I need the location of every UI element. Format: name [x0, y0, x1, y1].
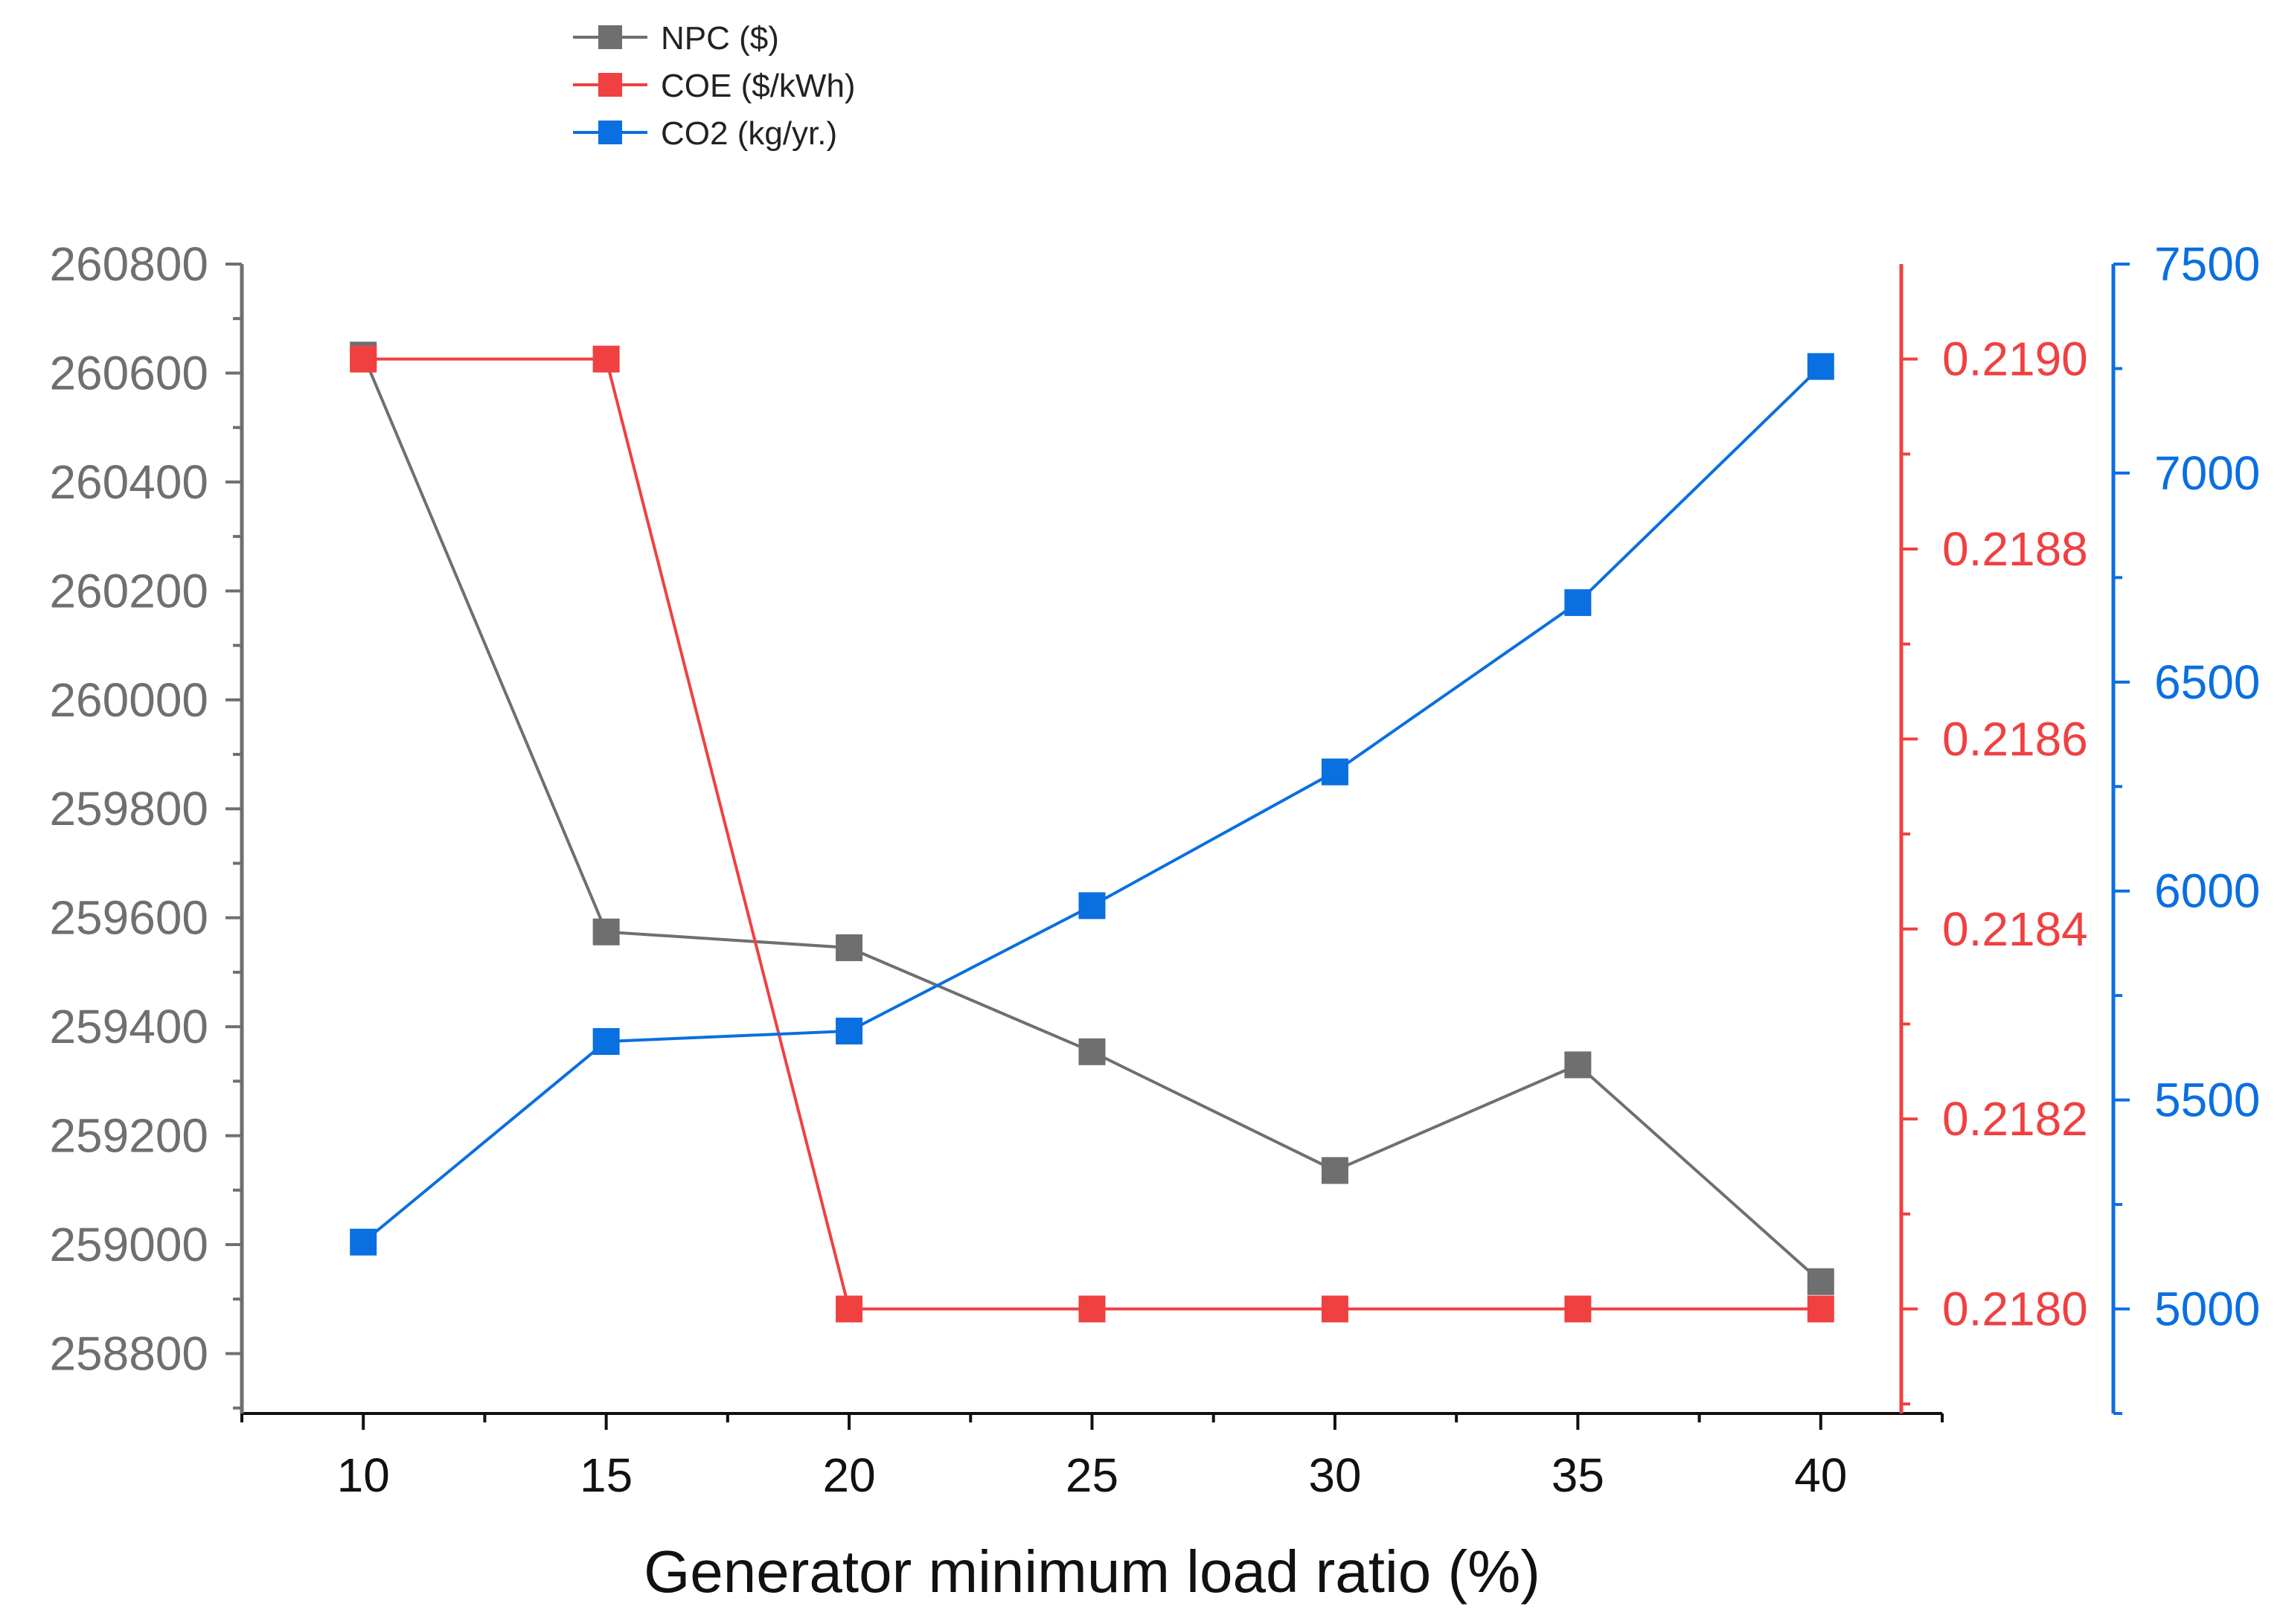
data-point-series-0	[592, 918, 620, 946]
legend-marker-2	[598, 121, 622, 144]
data-point-series-1	[1564, 1295, 1592, 1323]
x-tick-label: 40	[1794, 1448, 1847, 1502]
x-tick-label: 30	[1308, 1448, 1361, 1502]
y-tick-label-left: 259600	[49, 891, 208, 945]
y-tick-label-right2: 7500	[2154, 237, 2260, 291]
x-axis-label: Generator minimum load ratio (%)	[644, 1538, 1540, 1605]
data-point-series-1	[1321, 1295, 1348, 1323]
data-point-series-2	[350, 1228, 377, 1256]
data-point-series-1	[1807, 1295, 1834, 1323]
data-point-series-2	[1321, 758, 1348, 786]
x-tick-label: 35	[1552, 1448, 1604, 1502]
y-tick-label-left: 259400	[49, 1000, 208, 1053]
legend-label-2: CO2 (kg/yr.)	[661, 115, 837, 152]
legend-label-0: NPC ($)	[661, 20, 779, 57]
x-tick-label: 10	[337, 1448, 390, 1502]
y-tick-label-left: 258800	[49, 1326, 208, 1380]
data-point-series-0	[1078, 1038, 1106, 1065]
x-tick-label: 25	[1066, 1448, 1118, 1502]
data-point-series-0	[1807, 1268, 1834, 1295]
y-tick-label-left: 260600	[49, 346, 208, 399]
x-tick-label: 20	[822, 1448, 875, 1502]
y-tick-label-right1: 0.2190	[1942, 333, 2088, 386]
data-point-series-0	[1321, 1157, 1348, 1184]
series-line-0	[362, 354, 1822, 1283]
data-point-series-1	[350, 345, 377, 373]
data-point-series-2	[1807, 353, 1834, 380]
data-point-series-1	[836, 1295, 863, 1323]
data-point-series-1	[1078, 1295, 1106, 1323]
x-tick-label: 15	[580, 1448, 633, 1502]
series-line-1	[363, 357, 1821, 1311]
legend-label-1: COE ($/kWh)	[661, 68, 856, 104]
y-tick-label-left: 260400	[49, 455, 208, 509]
series-line-2	[362, 365, 1822, 1244]
y-tick-label-left: 259800	[49, 782, 208, 835]
y-tick-label-right2: 6000	[2154, 864, 2260, 918]
data-point-series-2	[836, 1017, 863, 1044]
y-tick-label-right1: 0.2180	[1942, 1283, 2088, 1336]
y-tick-label-left: 260200	[49, 564, 208, 617]
y-tick-label-left: 260800	[49, 237, 208, 291]
data-point-series-2	[592, 1027, 620, 1055]
y-tick-label-right1: 0.2186	[1942, 712, 2088, 766]
legend-marker-0	[598, 25, 622, 49]
legend-marker-1	[598, 73, 622, 97]
data-point-series-0	[836, 934, 863, 961]
y-tick-label-left: 259000	[49, 1218, 208, 1271]
y-tick-label-left: 260000	[49, 673, 208, 727]
y-tick-label-right2: 6500	[2154, 655, 2260, 709]
y-tick-label-right1: 0.2184	[1942, 902, 2088, 956]
y-tick-label-right2: 5500	[2154, 1073, 2260, 1127]
y-tick-label-right1: 0.2188	[1942, 522, 2088, 576]
y-tick-label-right2: 5000	[2154, 1283, 2260, 1336]
y-tick-label-right1: 0.2182	[1942, 1092, 2088, 1146]
data-point-series-1	[592, 345, 620, 373]
y-tick-label-right2: 7000	[2154, 446, 2260, 500]
data-point-series-0	[1564, 1051, 1592, 1079]
data-point-series-2	[1564, 589, 1592, 617]
y-tick-label-left: 259200	[49, 1109, 208, 1163]
data-point-series-2	[1078, 892, 1106, 919]
